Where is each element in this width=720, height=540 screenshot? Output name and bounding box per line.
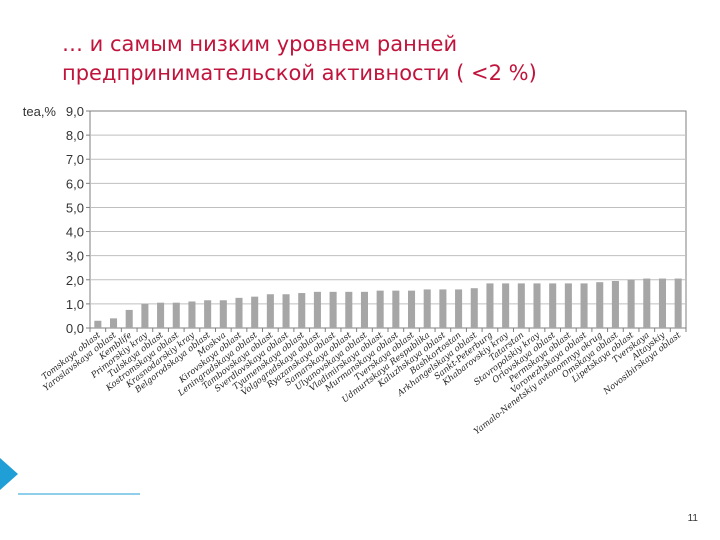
gridlines — [86, 110, 687, 332]
bar — [266, 294, 274, 328]
bar — [235, 297, 243, 328]
bar — [549, 283, 557, 328]
y-tick-label: 8,0 — [66, 128, 84, 143]
y-tick-labels: 0,0 1,0 2,0 3,0 4,0 5,0 6,0 7,0 8,0 9,0 — [66, 104, 84, 336]
bar — [658, 278, 667, 328]
bar — [157, 302, 165, 328]
bar — [439, 289, 447, 328]
bar — [470, 288, 478, 328]
bar — [360, 291, 369, 328]
y-tick-label: 1,0 — [66, 297, 84, 312]
bar — [329, 291, 337, 328]
bar — [407, 290, 416, 328]
bar — [204, 300, 212, 328]
bar — [251, 296, 259, 328]
bar — [455, 289, 463, 328]
bar — [580, 283, 588, 328]
y-tick-label: 4,0 — [66, 225, 84, 240]
footer-triangle-icon — [0, 458, 18, 490]
bar — [533, 283, 541, 328]
y-tick-label: 3,0 — [66, 249, 84, 264]
bar — [564, 283, 572, 328]
y-tick-label: 5,0 — [66, 200, 84, 215]
bar — [345, 291, 353, 328]
bar — [376, 290, 384, 328]
bar — [313, 291, 321, 328]
y-axis-label: tea,% — [23, 104, 57, 119]
bar — [109, 318, 118, 328]
y-tick-label: 6,0 — [66, 176, 84, 191]
bar — [517, 283, 525, 328]
bar — [502, 283, 510, 328]
footer-decoration — [0, 458, 140, 495]
bar — [188, 301, 196, 328]
bar — [282, 294, 290, 328]
bar — [298, 293, 306, 328]
y-tick-label: 9,0 — [66, 104, 84, 119]
bar — [392, 290, 400, 328]
bars — [94, 278, 682, 328]
bar — [94, 320, 102, 328]
slide-title-line-1: … и самым низким уровнем ранней — [62, 32, 458, 56]
bar — [643, 278, 651, 328]
slide-title: … и самым низким уровнем ранней предприн… — [62, 30, 702, 88]
slide-title-line-2: предпринимательской активности ( <2 %) — [62, 61, 537, 85]
bar — [596, 282, 604, 328]
bar — [219, 300, 227, 328]
y-tick-label: 2,0 — [66, 273, 84, 288]
bar — [141, 303, 149, 328]
bar — [423, 289, 431, 328]
bar — [674, 278, 682, 328]
y-tick-label: 0,0 — [66, 321, 84, 336]
bar — [125, 309, 133, 328]
bar — [486, 283, 494, 328]
bar — [611, 280, 619, 328]
page-number: 11 — [687, 513, 698, 524]
bar — [627, 279, 635, 328]
y-tick-label: 7,0 — [66, 152, 84, 167]
bar — [172, 302, 180, 328]
